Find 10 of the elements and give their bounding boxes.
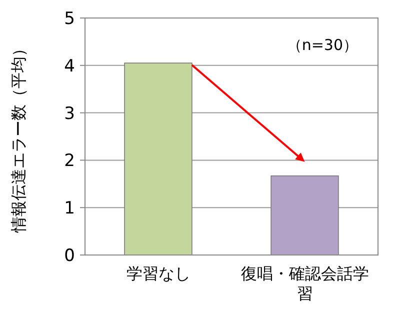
- y-axis-title: 情報伝達エラー数（平均）: [9, 40, 28, 234]
- y-tick-label: 5: [64, 9, 75, 29]
- y-tick-label: 0: [64, 246, 75, 266]
- y-tick-label: 2: [64, 151, 75, 172]
- annotation: （n=30）: [286, 36, 358, 54]
- x-tick-label: 学習なし: [126, 264, 190, 283]
- x-tick-label: 復唱・確認会話学習: [240, 264, 369, 303]
- y-tick-label: 3: [64, 104, 75, 124]
- y-tick-label: 1: [64, 198, 75, 219]
- y-tick-label: 4: [64, 56, 75, 76]
